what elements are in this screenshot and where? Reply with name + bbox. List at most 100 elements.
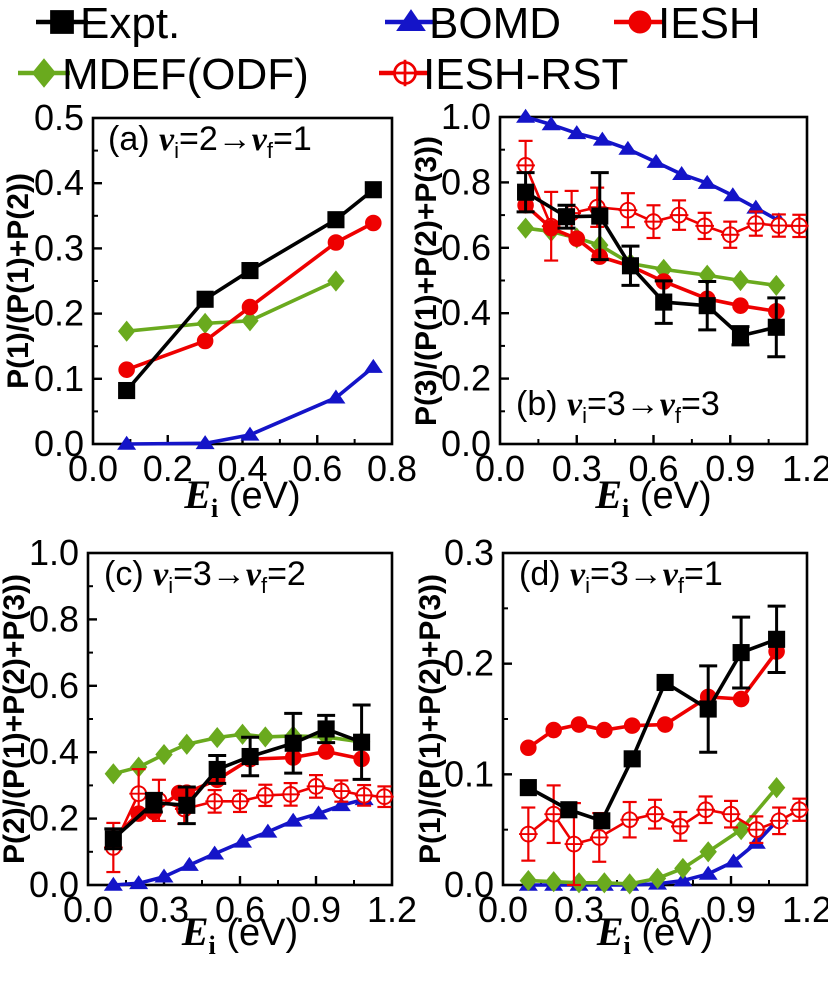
x-tick-label: 0.3 (552, 448, 602, 489)
legend-label: MDEF(ODF) (62, 50, 309, 99)
x-tick-label: 0.0 (63, 889, 113, 930)
marker-square (593, 812, 611, 830)
marker-triangle-up (541, 116, 561, 131)
marker-circle-cross (375, 787, 394, 807)
marker-circle-cross (544, 804, 563, 824)
marker-square (699, 700, 717, 718)
y-tick-label: 0.1 (444, 753, 494, 794)
marker-triangle-up (516, 108, 536, 123)
marker-circle-cross (671, 817, 690, 836)
marker-triangle-up (233, 833, 253, 848)
marker-square (317, 720, 335, 738)
legend-item-mdef-odf[interactable]: MDEF(ODF) (18, 50, 309, 99)
marker-triangle-up (672, 166, 692, 180)
y-tick-label: 0.0 (29, 864, 79, 905)
x-tick-labels: 0.0 0.3 0.6 0.9 1.2 (63, 889, 417, 930)
y-tick-label: 0.2 (444, 643, 494, 684)
marker-triangle-up (698, 865, 718, 880)
marker-triangle-up (129, 875, 149, 890)
y-tick-labels: 0.0 0.1 0.2 0.3 (444, 532, 494, 905)
x-tick-label: 0.6 (630, 889, 680, 930)
marker-square (327, 211, 345, 229)
series-iesh-rst (519, 784, 809, 887)
panel-c: 0.0 0.3 0.6 0.9 1.2 0.0 0.2 0.4 0.6 0.8 1.0P(2)/(P… (0, 532, 417, 960)
marker-diamond (208, 727, 226, 749)
y-tick-label: 0.2 (29, 798, 79, 839)
series-markers (104, 720, 371, 848)
legend-item-expt[interactable]: Expt. (36, 0, 180, 48)
x-tick-label: 1.2 (782, 448, 828, 489)
series-expt (104, 703, 371, 851)
data-layer (518, 604, 809, 895)
marker-square (241, 747, 259, 766)
marker-circle (596, 721, 613, 739)
series-iesh (118, 214, 382, 378)
marker-circle-cross (644, 212, 663, 231)
marker-circle-cross (332, 781, 351, 801)
marker-square (768, 630, 786, 648)
legend-item-iesh[interactable]: IESH (614, 0, 761, 48)
plot-frame (498, 115, 809, 446)
marker-diamond (516, 217, 535, 239)
x-tick-label: 0.0 (68, 448, 118, 489)
series-mdef-odf (519, 777, 786, 895)
marker-circle (732, 690, 750, 708)
x-tick-label: 1.2 (782, 889, 828, 930)
y-tick-label: 0.6 (29, 665, 79, 706)
data-layer (103, 703, 394, 891)
marker-circle-cross (519, 824, 538, 844)
marker-circle-cross (230, 792, 250, 811)
y-tick-label: 1.0 (441, 96, 491, 137)
legend-item-bomd[interactable]: BOMD (385, 0, 561, 48)
x-tick-label: 0.6 (628, 448, 678, 489)
series-expt (519, 604, 786, 830)
legend-label: Expt. (80, 0, 180, 48)
marker-square (364, 181, 382, 199)
marker-diamond (699, 841, 717, 863)
marker-diamond (731, 269, 750, 292)
panel-a-y-axis-label: P(1)/(P(1)+P(2)) (2, 173, 35, 389)
marker-circle-cross (769, 811, 789, 831)
y-tick-labels: 0.0 0.2 0.4 0.6 0.8 1.0 (29, 532, 79, 905)
marker-circle (656, 716, 674, 733)
legend-label: BOMD (429, 0, 561, 48)
legend-label: IESH (658, 0, 761, 48)
marker-circle-cross (281, 785, 300, 804)
axis-ticks (500, 148, 770, 444)
marker-circle-cross (696, 800, 715, 820)
series-markers (519, 800, 809, 854)
marker-square (623, 750, 641, 768)
marker-diamond (31, 58, 57, 88)
marker-triangle-up (240, 426, 260, 441)
marker-circle-cross (645, 804, 665, 824)
y-tick-label: 0.0 (444, 864, 494, 905)
marker-square (118, 381, 136, 400)
panel-a: 0.0 0.2 0.4 0.6 0.8 0.0 0.1 0.2 0.3 0.4 0.5 P(1)/(P… (2, 97, 417, 523)
x-tick-label: 0.9 (705, 448, 755, 489)
marker-circle-cross (620, 810, 639, 830)
marker-square (591, 207, 609, 225)
marker-triangle-up (205, 845, 225, 860)
marker-diamond (327, 270, 345, 292)
marker-triangle-up (697, 174, 717, 189)
marker-square (767, 318, 785, 336)
marker-triangle-up (396, 9, 426, 31)
marker-circle-cross (306, 777, 326, 796)
marker-circle-cross (721, 804, 741, 824)
series-markers (103, 791, 374, 891)
marker-circle-cross (746, 214, 766, 233)
marker-diamond (256, 726, 275, 748)
x-tick-labels: 0.0 0.3 0.6 0.9 1.2 (475, 448, 828, 489)
panel-b-y-axis-label: P(3)/(P(1)+P(2)+P(3)) (410, 136, 443, 426)
legend: Expt. BOMD IESH MDEF(ODF) IESH-RST (18, 0, 761, 99)
x-tick-label: 0.9 (706, 889, 756, 930)
panel-b-annotation: (b) vi=3→vf=3 (516, 385, 720, 428)
y-tick-labels: 0.0 0.1 0.2 0.3 0.4 0.5 (34, 97, 84, 464)
y-tick-label: 0.4 (441, 292, 491, 333)
panel-c-y-axis-label: P(2)/(P(1)+P(2)+P(3)) (0, 574, 31, 864)
series-bomd (103, 791, 374, 891)
legend-item-iesh-rst[interactable]: IESH-RST (379, 50, 628, 99)
x-tick-label: 0.0 (475, 448, 525, 489)
plot-frame (86, 551, 394, 887)
